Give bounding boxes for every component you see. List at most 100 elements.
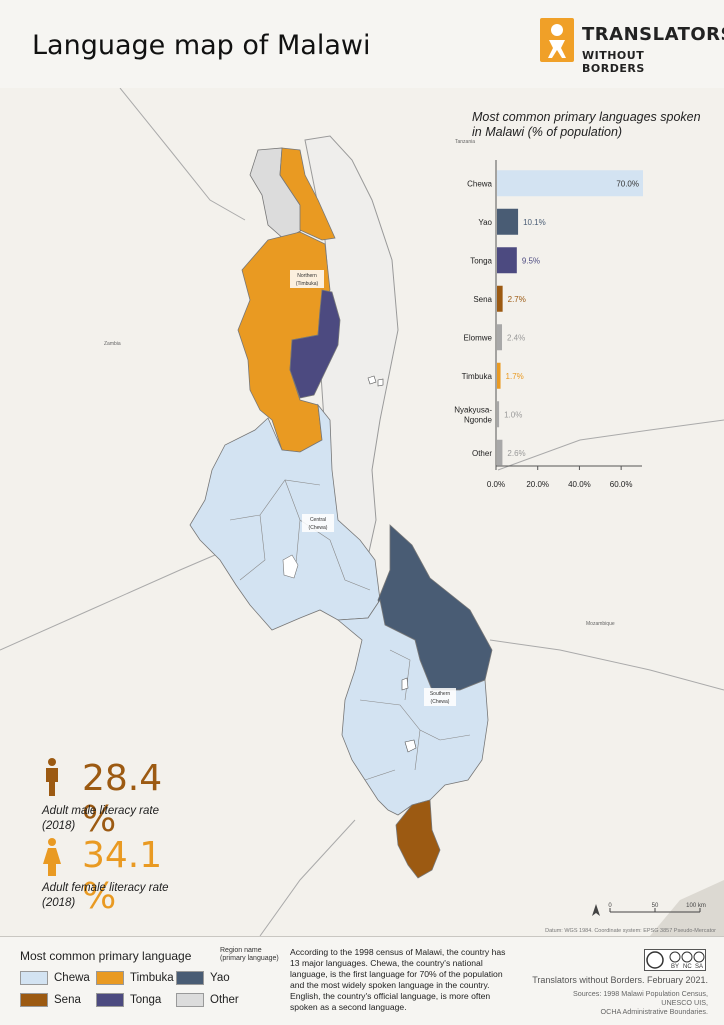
male-person-icon — [46, 758, 58, 796]
sources: Sources: 1998 Malawi Population Census, … — [530, 989, 708, 1016]
legend-swatch-yao — [176, 971, 204, 985]
male-literacy-label: Adult male literacy rate (2018) — [42, 804, 242, 834]
female-literacy-value: 34.1 % — [82, 835, 163, 917]
category-label: Yao — [478, 218, 492, 227]
region-label-central-lang: (Chewa) — [309, 525, 328, 531]
scale-tick-50: 50 — [652, 903, 659, 909]
credit-line: Translators without Borders. February 20… — [532, 975, 708, 985]
zambia-border-north — [119, 88, 246, 221]
region-tonga — [289, 289, 341, 399]
legend-region-note: Region name (primary language) — [220, 947, 279, 963]
cc-by-label: BY — [671, 964, 680, 970]
legend-note-line1: Region name — [220, 947, 262, 954]
lake-chilwa — [404, 739, 417, 753]
source-line-3: OCHA Administrative Boundaries. — [600, 1007, 708, 1016]
source-line-2: UNESCO UIS, — [661, 998, 708, 1007]
region-label-southern-bg — [424, 688, 456, 706]
logo-text-line1: TRANSLATORS — [582, 24, 724, 45]
bar-sena — [497, 285, 503, 312]
chart-title: Most common primary languages spoken in … — [472, 110, 712, 140]
male-literacy-label-line2: (2018) — [42, 820, 76, 832]
legend-label-sena: Sena — [54, 994, 81, 1006]
legend-label-timbuka: Timbuka — [130, 972, 174, 984]
lilongwe-hole — [282, 554, 299, 579]
legend-swatch-sena — [20, 993, 48, 1007]
region-label-northern-lang: (Timbuka) — [296, 281, 319, 287]
scale-bar: 0 50 100 km — [608, 903, 706, 913]
cc-nc-label: NC — [683, 964, 692, 970]
bar-tonga — [497, 247, 517, 274]
country-label-mozambique: Mozambique — [586, 621, 615, 627]
x-tick-label: 20.0% — [526, 480, 549, 489]
female-literacy-label: Adult female literacy rate (2018) — [42, 881, 242, 911]
region-label-northern-name: Northern — [297, 273, 317, 279]
datum-note: Datum: WGS 1984. Coordinate system: EPSG… — [545, 928, 716, 934]
bar-yao — [497, 208, 519, 235]
category-label: Tonga — [470, 256, 492, 265]
category-label: Sena — [473, 295, 492, 304]
x-tick-label: 0.0% — [487, 480, 505, 489]
region-label-southern-lang: (Chewa) — [431, 699, 450, 705]
legend-swatch-timbuka — [96, 971, 124, 985]
category-label: Timbuka — [462, 372, 493, 381]
logo-text-line2: WITHOUT BORDERS — [582, 49, 645, 75]
region-sena — [395, 799, 441, 879]
cc-sa-label: SA — [695, 964, 704, 970]
male-literacy-label-line1: Adult male literacy rate — [42, 805, 159, 817]
country-label-tanzania: Tanzania — [455, 139, 475, 145]
bar-chewa — [497, 170, 643, 197]
region-label-southern-name: Southern — [430, 691, 451, 697]
creative-commons-badge: BY NC SA — [644, 949, 706, 971]
value-label: 1.0% — [504, 410, 522, 419]
map: Tanzania Zambia Mozambique Northern (Tim… — [0, 88, 724, 936]
category-label: Other — [472, 449, 492, 458]
category-label: Chewa — [467, 179, 492, 188]
chart-title-line1: Most common primary languages spoken — [472, 110, 701, 124]
category-label: Nyakyusa- — [454, 405, 492, 414]
legend-note-line2: (primary language) — [220, 955, 279, 962]
scale-tick-0: 0 — [608, 903, 612, 909]
legend-swatch-chewa — [20, 971, 48, 985]
value-label: 2.6% — [507, 449, 525, 458]
region-label-northern-bg — [290, 270, 324, 288]
region-label-central-name: Central — [310, 517, 326, 523]
legend-label-chewa: Chewa — [54, 972, 90, 984]
zambia-border — [0, 554, 216, 651]
female-literacy-label-line2: (2018) — [42, 897, 76, 909]
value-label: 9.5% — [522, 256, 540, 265]
census-description: According to the 1998 census of Malawi, … — [290, 947, 506, 1012]
legend-label-tonga: Tonga — [130, 994, 162, 1006]
mozambique-border — [489, 639, 724, 691]
coast-corner — [650, 880, 724, 936]
lake-malombe — [401, 677, 409, 691]
value-label: 2.4% — [507, 333, 525, 342]
legend-swatch-other — [176, 993, 204, 1007]
region-timbuka-north — [279, 147, 336, 241]
category-label: Elomwe — [464, 333, 493, 342]
legend-swatch-tonga — [96, 993, 124, 1007]
chart-title-line2: in Malawi (% of population) — [472, 125, 623, 139]
bar-elomwe — [497, 324, 503, 351]
category-label: Ngonde — [464, 415, 493, 424]
north-arrow-icon — [592, 904, 600, 916]
bar-chart: Chewa 70.0% Yao 10.1% Tonga 9.5% Sena 2.7% Elomw… — [454, 160, 643, 489]
twb-logo: TRANSLATORS WITHOUT BORDERS — [540, 18, 724, 75]
female-person-icon — [43, 838, 61, 876]
legend-title: Most common primary language — [20, 949, 192, 963]
source-line-1: Sources: 1998 Malawi Population Census, — [572, 989, 708, 998]
female-literacy-label-line1: Adult female literacy rate — [42, 882, 169, 894]
page-title: Language map of Malawi — [32, 30, 371, 61]
legend-label-other: Other — [210, 994, 239, 1006]
district-lines — [229, 479, 471, 781]
country-label-zambia: Zambia — [104, 341, 121, 347]
x-tick-label: 60.0% — [610, 480, 633, 489]
region-central-chewa — [189, 403, 381, 631]
bar-nyakyusa-ngonde — [497, 401, 500, 428]
scale-tick-100: 100 km — [686, 903, 706, 909]
bar-timbuka — [497, 362, 501, 389]
male-literacy-value: 28.4 % — [82, 758, 163, 840]
header: Language map of Malawi TRANSLATORS WITHO… — [0, 0, 724, 89]
logo-person-icon — [540, 18, 574, 62]
region-label-central-bg — [302, 514, 334, 532]
bar-other — [497, 439, 503, 466]
